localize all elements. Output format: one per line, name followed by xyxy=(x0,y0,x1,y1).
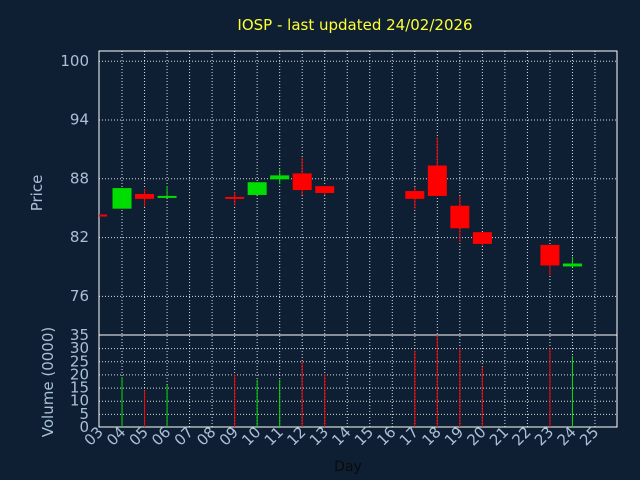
candle-body xyxy=(292,173,312,191)
volume-tick-label: 20 xyxy=(70,365,89,383)
volume-tick-label: 5 xyxy=(79,405,89,423)
candle-body xyxy=(225,196,245,199)
volume-tick-label: 30 xyxy=(70,339,89,357)
chart-title: IOSP - last updated 24/02/2026 xyxy=(237,16,472,34)
price-plot-area xyxy=(98,50,618,336)
candle-body xyxy=(562,263,582,267)
volume-axis-label: Volume (0000) xyxy=(39,327,57,437)
day-axis-label: Day xyxy=(334,459,362,475)
price-axis-ticks: 76 82 88 94 100 xyxy=(60,52,89,305)
price-tick-label: 88 xyxy=(70,169,89,187)
candle-body xyxy=(157,195,177,198)
candle-body xyxy=(450,205,470,229)
price-tick-label: 76 xyxy=(70,287,89,305)
candle-body xyxy=(270,175,290,180)
volume-tick-label: 0 xyxy=(79,418,89,436)
volume-plot-area xyxy=(98,334,618,428)
price-tick-label: 100 xyxy=(60,52,89,70)
price-axis-label: Price xyxy=(28,175,46,212)
candle-body xyxy=(427,165,447,196)
volume-tick-label: 35 xyxy=(70,326,89,344)
grid-lines xyxy=(99,51,617,427)
price-tick-label: 94 xyxy=(70,111,89,129)
volume-bars xyxy=(121,335,573,427)
candle-body xyxy=(315,186,335,193)
volume-tick-label: 25 xyxy=(70,352,89,370)
candle-body xyxy=(135,193,155,199)
price-tick-label: 82 xyxy=(70,228,89,246)
candle-body xyxy=(112,188,132,209)
candles xyxy=(99,137,582,276)
volume-tick-label: 10 xyxy=(70,392,89,410)
candle-body xyxy=(247,182,267,195)
day-axis-ticks: 0304050607080910111213141516171819202122… xyxy=(81,423,603,449)
candle-body xyxy=(405,191,425,199)
candle-body xyxy=(99,214,107,217)
candle-body xyxy=(540,244,560,266)
volume-tick-label: 15 xyxy=(70,379,89,397)
candle-body xyxy=(472,232,492,244)
